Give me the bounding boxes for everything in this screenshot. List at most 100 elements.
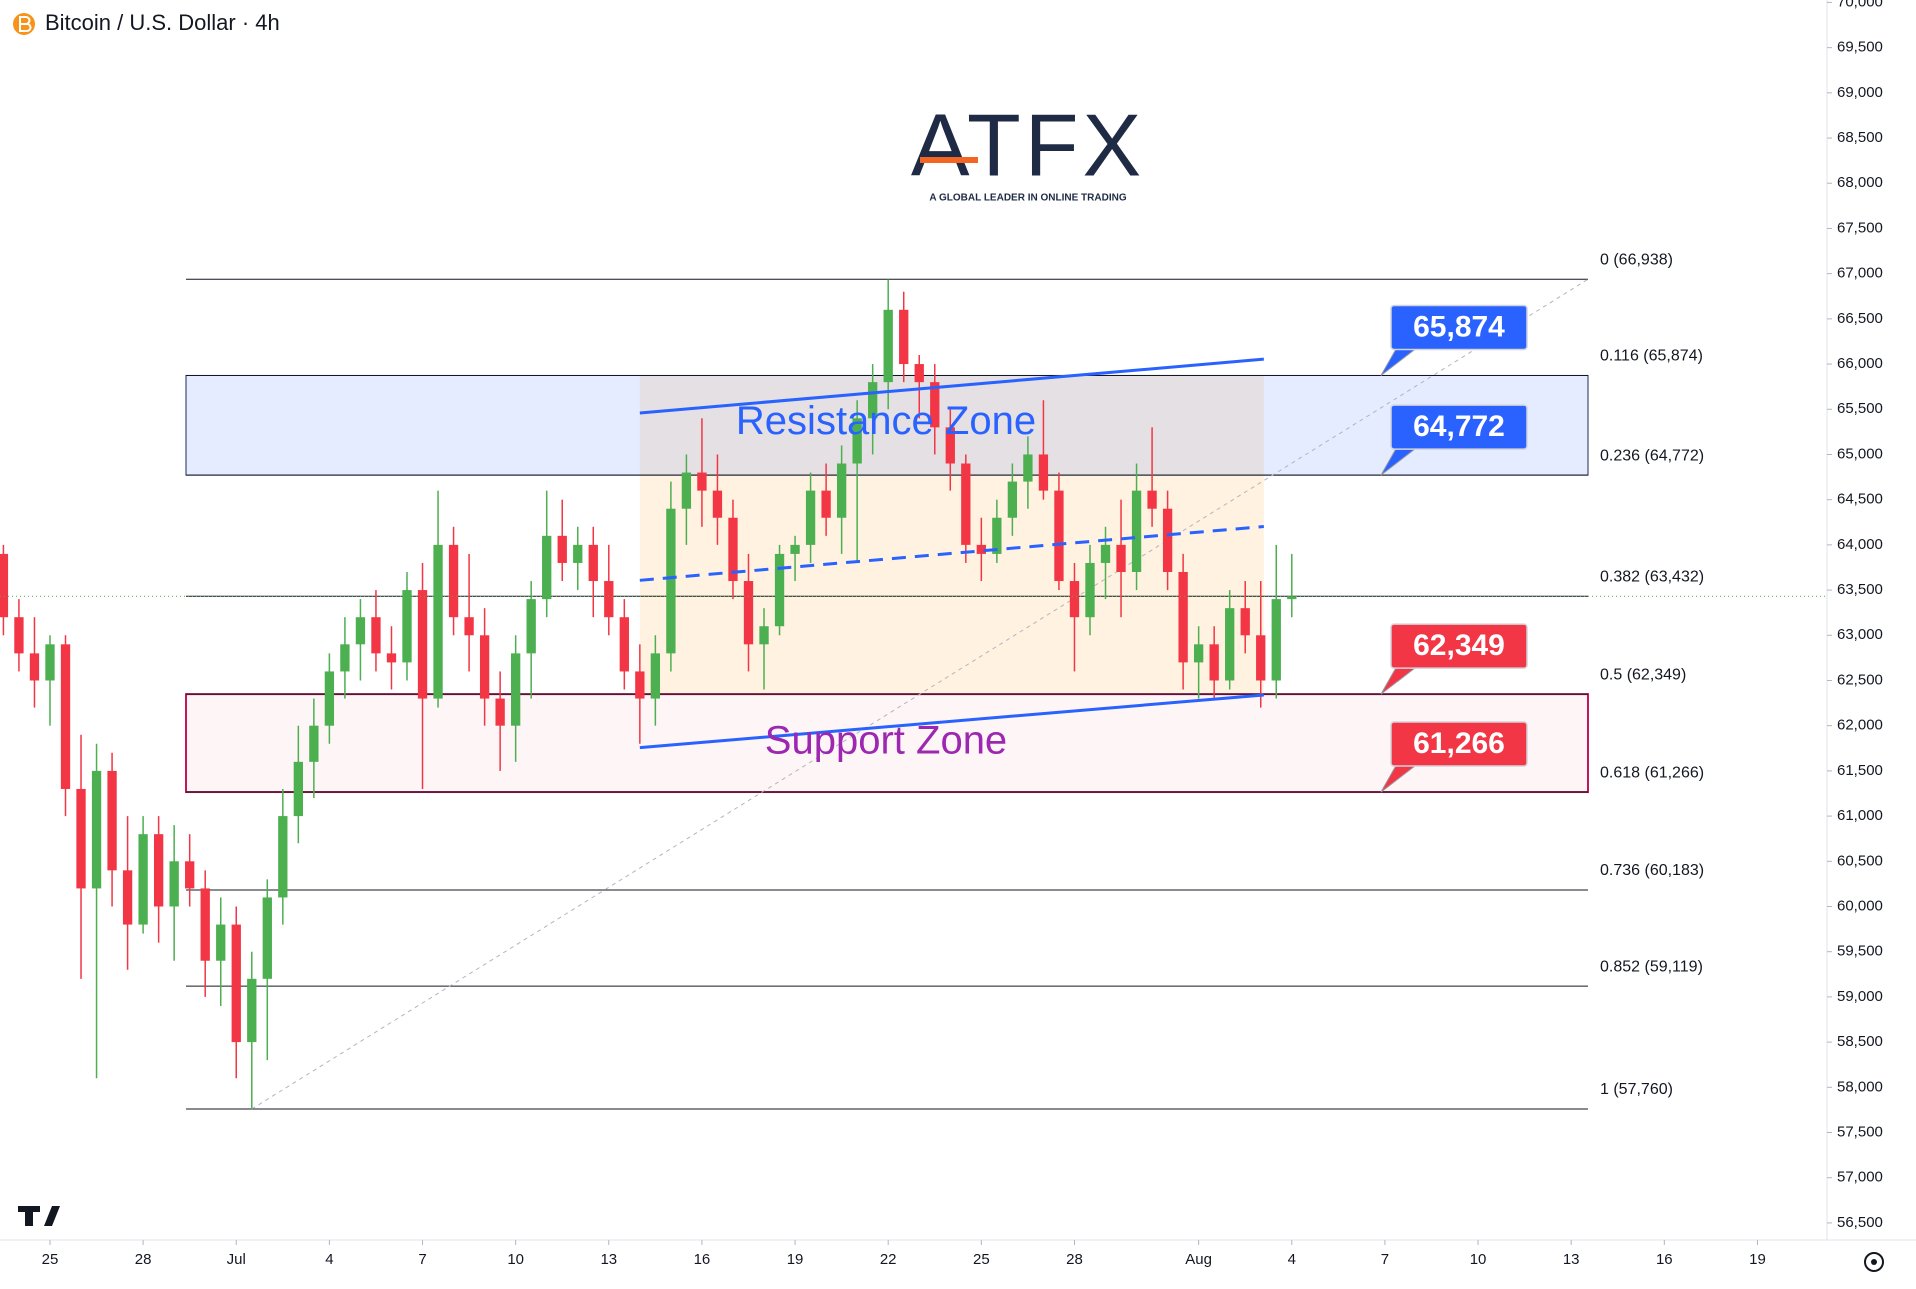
fib-label: 0 (66,938) — [1600, 251, 1673, 268]
x-tick-label: 7 — [1381, 1251, 1389, 1268]
fib-label: 0.382 (63,432) — [1600, 568, 1704, 585]
trendline — [639, 525, 1264, 582]
x-tick-label: 10 — [507, 1251, 524, 1268]
candle-body — [340, 644, 350, 672]
settings-dot — [1871, 1259, 1877, 1265]
fib-trend — [251, 278, 1589, 1110]
candle-body — [60, 644, 71, 789]
candle-body — [1069, 581, 1080, 618]
price-badge — [1390, 404, 1528, 450]
candle-body — [604, 581, 614, 618]
y-tick-label: 61,000 — [1837, 807, 1883, 824]
y-tick-label: 67,000 — [1837, 265, 1883, 282]
x-tick-label: 25 — [42, 1251, 59, 1268]
price-badge — [1390, 304, 1528, 351]
candle-body — [1116, 544, 1126, 572]
settings-button[interactable] — [1864, 1252, 1884, 1272]
trendline — [639, 357, 1264, 415]
candle-body — [573, 544, 583, 563]
candle-body — [1256, 635, 1266, 681]
candle-body — [650, 653, 661, 699]
fib-label: 0.116 (65,874) — [1600, 348, 1703, 365]
candle-body — [1193, 644, 1204, 663]
candle-body — [153, 834, 164, 907]
y-tick-label: 62,500 — [1837, 671, 1883, 688]
y-tick-label: 65,000 — [1837, 445, 1883, 462]
candle-body — [743, 581, 754, 645]
candle-body — [200, 888, 210, 961]
fib-label: 0.5 (62,349) — [1600, 666, 1686, 683]
candle-body — [852, 418, 862, 464]
candle-body — [29, 653, 40, 681]
candle-body — [930, 382, 940, 428]
candle-body — [386, 653, 397, 663]
y-tick-label: 63,500 — [1837, 581, 1883, 598]
candle-body — [883, 309, 893, 383]
candle-body — [666, 508, 676, 654]
candle-body — [759, 626, 769, 645]
candle-body — [1054, 490, 1064, 582]
x-tick-label: Aug — [1185, 1251, 1212, 1268]
candle-body — [976, 544, 986, 554]
y-tick-label: 56,500 — [1837, 1214, 1883, 1231]
x-tick-label: Jul — [227, 1251, 246, 1268]
candle-body — [899, 309, 909, 365]
support-zone — [185, 693, 1589, 794]
candles-layer — [0, 279, 1827, 1110]
y-tick-label: 59,500 — [1837, 943, 1883, 960]
price-badge — [1390, 623, 1528, 669]
candle-body — [355, 617, 366, 645]
candle-body — [526, 599, 536, 654]
price-badge-label: 61,266 — [1413, 727, 1505, 760]
candle-body — [836, 463, 847, 518]
candle-body — [961, 463, 971, 545]
candle-body — [712, 490, 723, 518]
candle-body — [945, 427, 955, 464]
y-tick-label: 66,000 — [1837, 355, 1883, 372]
candle-body — [1100, 544, 1111, 563]
candle-body — [1178, 571, 1188, 663]
zone-label: Resistance Zone — [736, 399, 1036, 443]
logo-tagline: A GLOBAL LEADER IN ONLINE TRADING — [929, 193, 1126, 204]
candle-body — [433, 544, 443, 699]
tv-logo — [18, 1206, 60, 1226]
candle-body — [635, 671, 645, 699]
candle-body — [138, 834, 148, 925]
candle-body — [1147, 490, 1157, 509]
candle-body — [216, 924, 226, 961]
y-tick-label: 68,500 — [1837, 129, 1883, 146]
y-tick-label: 60,000 — [1837, 897, 1883, 914]
candle-body — [371, 617, 381, 654]
candle-body — [1131, 490, 1142, 572]
candle-body — [324, 671, 335, 726]
y-tick-label: 67,500 — [1837, 219, 1883, 236]
y-tick-label: 60,500 — [1837, 852, 1883, 869]
y-tick-label: 57,000 — [1837, 1169, 1883, 1186]
candle-body — [542, 535, 552, 600]
candle-body — [805, 490, 816, 545]
candle-body — [495, 698, 505, 726]
zones-layer — [185, 374, 1589, 794]
zone-label: Support Zone — [765, 719, 1007, 763]
candle-body — [1023, 454, 1033, 482]
x-tick-label: 10 — [1470, 1251, 1487, 1268]
candle-body — [479, 635, 490, 699]
candle-body — [557, 535, 567, 563]
candle-body — [247, 978, 257, 1043]
candle-body — [309, 725, 319, 762]
candle-body — [868, 382, 878, 419]
candle-body — [1085, 562, 1095, 618]
candle-body — [588, 544, 598, 582]
candle-body — [278, 816, 288, 898]
candle-body — [697, 472, 707, 491]
x-tick-label: 4 — [1288, 1251, 1296, 1268]
price-badge-label: 62,349 — [1413, 629, 1505, 662]
x-tick-label: 7 — [418, 1251, 426, 1268]
drawings-layer: Resistance Zone Support Zone 65,874 64,772 6… — [639, 304, 1528, 793]
candle-body — [1209, 644, 1219, 681]
fib-label: 0.618 (61,266) — [1600, 764, 1704, 781]
candle-body — [1038, 454, 1049, 491]
x-tick-label: 28 — [1066, 1251, 1083, 1268]
candle-body — [774, 553, 785, 627]
